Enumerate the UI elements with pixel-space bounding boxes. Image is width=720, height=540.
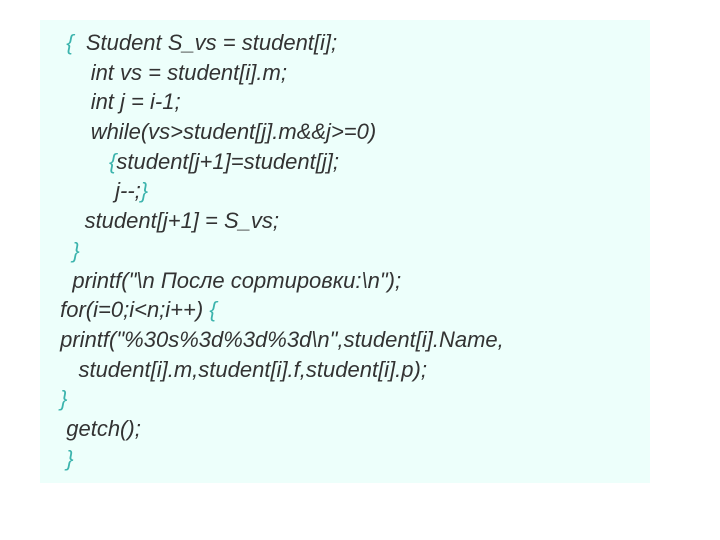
code-line: int vs = student[i].m; [54, 58, 636, 88]
code-text: for(i=0;i<n;i++) [60, 297, 209, 322]
code-text: student[j+1] = S_vs; [85, 208, 279, 233]
code-line: printf("%30s%3d%3d%3d\n",student[i].Name… [54, 325, 636, 355]
code-text: student[j+1]=student[j]; [116, 149, 339, 174]
code-text: j--; [115, 178, 141, 203]
brace-token: } [66, 446, 73, 471]
brace-token: { [209, 297, 216, 322]
code-block: { Student S_vs = student[i]; int vs = st… [40, 20, 650, 483]
code-line: getch(); [54, 414, 636, 444]
code-text: printf("\n После сортировки:\n"); [72, 268, 401, 293]
slide: { "code": { "background_color": "#edfffb… [0, 0, 720, 540]
code-text: getch(); [66, 416, 141, 441]
brace-token: } [141, 178, 148, 203]
code-line: student[j+1] = S_vs; [54, 206, 636, 236]
code-line: j--;} [54, 176, 636, 206]
code-text: while(vs>student[j].m&&j>=0) [91, 119, 377, 144]
code-line: printf("\n После сортировки:\n"); [54, 266, 636, 296]
brace-token: { [66, 30, 73, 55]
code-line: { Student S_vs = student[i]; [54, 28, 636, 58]
code-text: int vs = student[i].m; [91, 60, 287, 85]
code-line: } [54, 444, 636, 474]
code-line: int j = i-1; [54, 87, 636, 117]
code-line: } [54, 384, 636, 414]
code-line: student[i].m,student[i].f,student[i].p); [54, 355, 636, 385]
brace-token: } [60, 386, 67, 411]
code-line: } [54, 236, 636, 266]
code-line: while(vs>student[j].m&&j>=0) [54, 117, 636, 147]
code-line: for(i=0;i<n;i++) { [54, 295, 636, 325]
code-text: printf("%30s%3d%3d%3d\n",student[i].Name… [60, 327, 504, 352]
code-text: student[i].m,student[i].f,student[i].p); [78, 357, 427, 382]
code-text: int j = i-1; [91, 89, 181, 114]
code-text: Student S_vs = student[i]; [74, 30, 338, 55]
code-line: {student[j+1]=student[j]; [54, 147, 636, 177]
brace-token: } [72, 238, 79, 263]
